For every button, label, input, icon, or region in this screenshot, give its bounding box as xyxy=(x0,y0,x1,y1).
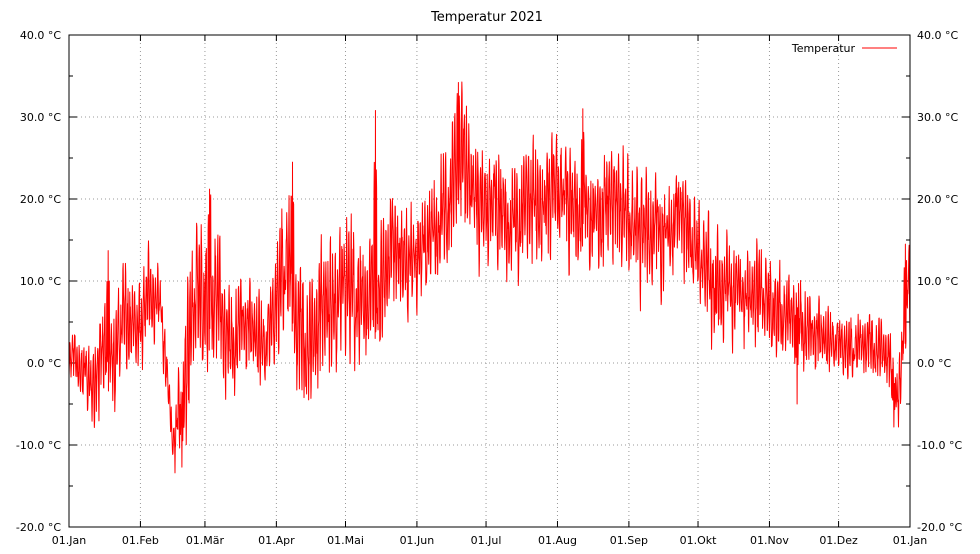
y-tick-label-left: 40.0 °C xyxy=(20,29,61,42)
plot-frame xyxy=(68,34,911,528)
y-tick-label-left: 10.0 °C xyxy=(20,275,61,288)
y-tick-label-left: -20.0 °C xyxy=(16,521,61,534)
x-tick-label: 01.Nov xyxy=(750,534,789,547)
legend: Temperatur xyxy=(791,42,897,55)
x-tick-label: 01.Feb xyxy=(122,534,159,547)
x-tick-label: 01.Jun xyxy=(400,534,435,547)
x-tick-label: 01.Aug xyxy=(538,534,577,547)
y-tick-label-left: 20.0 °C xyxy=(20,193,61,206)
y-tick-label-right: -20.0 °C xyxy=(917,521,962,534)
x-tick-label: 01.Mai xyxy=(327,534,364,547)
x-tick-label: 01.Dez xyxy=(819,534,858,547)
series-line-temperatur xyxy=(68,81,911,474)
x-tick-label: 01.Jul xyxy=(471,534,502,547)
y-tick-label-left: 30.0 °C xyxy=(20,111,61,124)
y-tick-label-right: 40.0 °C xyxy=(917,29,958,42)
series-layer xyxy=(68,81,911,474)
x-tick-label: 01.Apr xyxy=(258,534,295,547)
x-tick-label: 01.Jan xyxy=(893,534,927,547)
x-tick-label: 01.Mär xyxy=(186,534,225,547)
legend-label: Temperatur xyxy=(791,42,856,55)
y-tick-label-right: -10.0 °C xyxy=(917,439,962,452)
y-tick-label-right: 10.0 °C xyxy=(917,275,958,288)
y-tick-label-left: 0.0 °C xyxy=(27,357,61,370)
grid-lines xyxy=(69,35,910,527)
y-tick-label-right: 30.0 °C xyxy=(917,111,958,124)
x-tick-label: 01.Sep xyxy=(610,534,648,547)
chart-title: Temperatur 2021 xyxy=(430,10,543,25)
y-tick-label-left: -10.0 °C xyxy=(16,439,61,452)
tick-labels: 01.Jan 01.Feb 01.Mär 01.Apr 01.Mai 01.Jun 01.J… xyxy=(16,29,963,547)
x-tick-label: 01.Jan xyxy=(52,534,86,547)
y-tick-label-right: 0.0 °C xyxy=(917,357,951,370)
y-tick-label-right: 20.0 °C xyxy=(917,193,958,206)
x-tick-label: 01.Okt xyxy=(680,534,718,547)
